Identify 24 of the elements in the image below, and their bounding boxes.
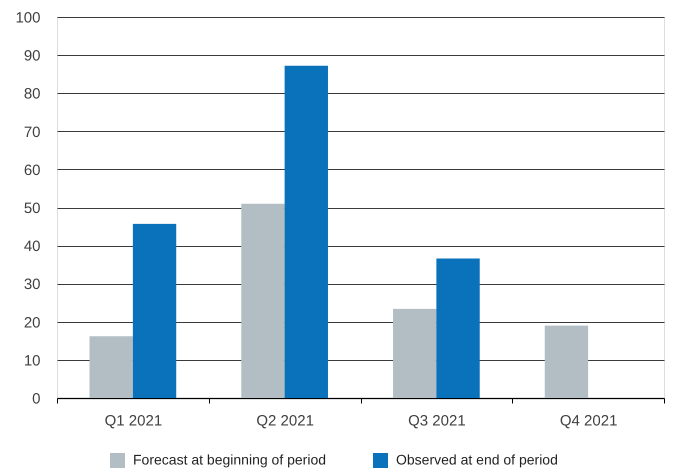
- y-tick-label: 70: [24, 124, 40, 141]
- y-tick-label: 50: [24, 200, 40, 217]
- bar: [393, 308, 436, 398]
- y-tick-label: 20: [24, 314, 40, 332]
- x-tick-label: Q2 2021: [256, 412, 314, 430]
- legend-label: Observed at end of period: [396, 452, 558, 468]
- bar: [544, 326, 588, 398]
- bar: [284, 66, 328, 398]
- bar: [241, 204, 285, 398]
- x-tick-label: Q1 2021: [104, 412, 162, 430]
- y-tick-label: 90: [24, 48, 40, 65]
- y-tick-label: 10: [24, 352, 40, 370]
- bar: [436, 258, 480, 398]
- bar: [132, 224, 176, 398]
- bar: [90, 336, 133, 398]
- y-tick-label: 30: [24, 276, 40, 294]
- x-tick-label: Q3 2021: [408, 412, 466, 430]
- y-tick-label: 80: [24, 86, 40, 103]
- y-tick-label: 0: [32, 390, 40, 408]
- y-tick-label: 60: [24, 162, 40, 179]
- legend-label: Forecast at beginning of period: [133, 452, 326, 468]
- y-tick-label: 100: [15, 10, 40, 26]
- x-tick-label: Q4 2021: [560, 412, 618, 430]
- y-tick-label: 40: [24, 238, 40, 256]
